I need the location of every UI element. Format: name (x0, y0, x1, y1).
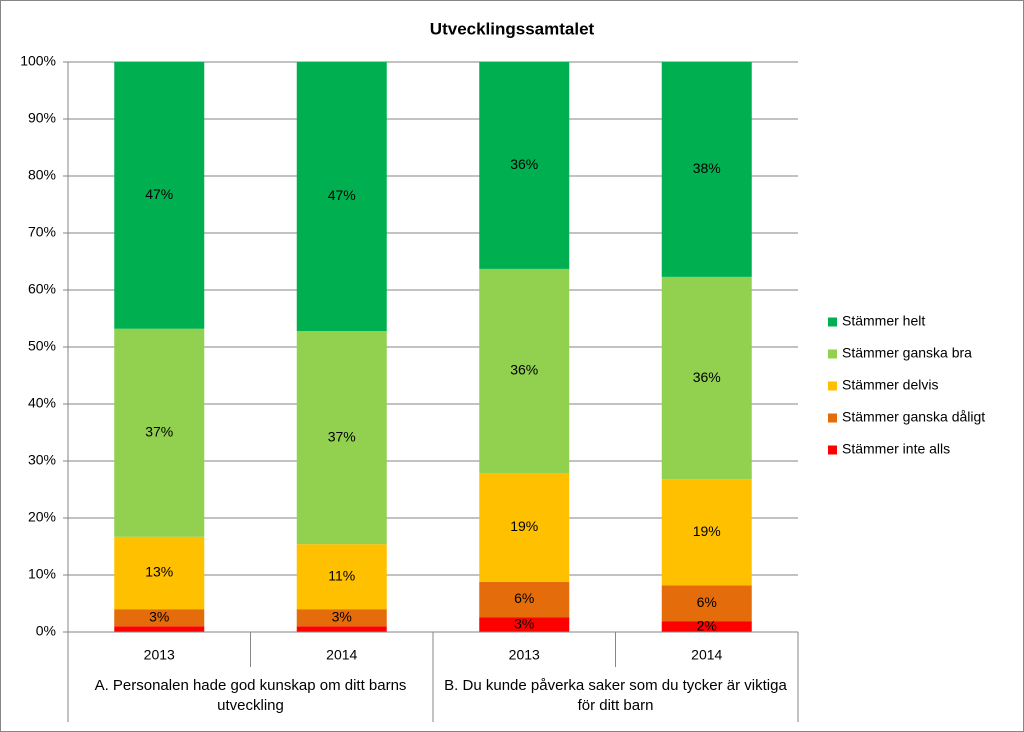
bar-segment (296, 62, 387, 332)
data-label: 6% (514, 590, 534, 606)
y-tick-label: 10% (28, 566, 56, 582)
y-tick-label: 100% (20, 53, 56, 69)
x-tick-label: 2014 (691, 647, 722, 663)
bar-segment (661, 585, 752, 622)
group-label-box: A. Personalen hade god kunskap om ditt b… (94, 677, 407, 714)
data-label: 37% (145, 423, 173, 439)
data-label: 3% (149, 608, 169, 624)
x-tick-label: 2013 (509, 647, 540, 663)
bar-segment (479, 268, 570, 473)
legend-label: Stämmer helt (842, 313, 925, 329)
bar-segment (661, 276, 752, 480)
data-label: 47% (145, 186, 173, 202)
data-label: 19% (693, 523, 721, 539)
group-label: A. Personalen hade god kunskap om ditt b… (94, 677, 407, 714)
y-tick-label: 60% (28, 281, 56, 297)
data-label: 37% (328, 428, 356, 444)
bar-segment (479, 62, 570, 269)
data-label: 38% (693, 160, 721, 176)
bar-segment (114, 626, 205, 632)
bar-segment (296, 609, 387, 627)
data-label: 2% (697, 617, 717, 633)
y-tick-label: 70% (28, 224, 56, 240)
bar-segment (296, 544, 387, 610)
legend-swatch (828, 413, 837, 423)
x-tick-label: 2013 (144, 647, 175, 663)
y-tick-label: 80% (28, 167, 56, 183)
data-label: 36% (693, 369, 721, 385)
y-tick-label: 90% (28, 110, 56, 126)
data-label: 3% (514, 615, 534, 631)
y-tick-label: 50% (28, 338, 56, 354)
legend-label: Stämmer inte alls (842, 441, 950, 457)
legend-label: Stämmer ganska dåligt (842, 409, 985, 425)
group-label: B. Du kunde påverka saker som du tycker … (444, 677, 787, 714)
legend-label: Stämmer ganska bra (842, 345, 972, 361)
bar-segment (114, 536, 205, 610)
legend-swatch (828, 381, 837, 391)
bar-segment (114, 328, 205, 537)
data-label: 36% (510, 362, 538, 378)
bar-segment (661, 621, 752, 632)
legend-swatch (828, 445, 837, 455)
data-label: 47% (328, 187, 356, 203)
bar-segment (114, 609, 205, 627)
group-label-box: B. Du kunde påverka saker som du tycker … (444, 677, 787, 714)
y-tick-label: 20% (28, 509, 56, 525)
legend-label: Stämmer delvis (842, 377, 938, 393)
bar-segment (114, 62, 205, 329)
y-tick-label: 0% (36, 623, 56, 639)
chart-title: Utvecklingssamtalet (430, 19, 595, 38)
legend-swatch (828, 349, 837, 359)
bar-segment (479, 581, 570, 618)
legend-swatch (828, 317, 837, 327)
data-label: 6% (697, 594, 717, 610)
data-label: 13% (145, 564, 173, 580)
bar-segment (479, 617, 570, 632)
y-tick-label: 30% (28, 452, 56, 468)
data-label: 11% (328, 567, 355, 583)
bar-segment (661, 479, 752, 586)
x-tick-label: 2014 (326, 647, 357, 663)
bar-segment (296, 331, 387, 545)
bar-segment (661, 62, 752, 277)
bar-segment (296, 626, 387, 632)
y-tick-label: 40% (28, 395, 56, 411)
bar-segment (479, 472, 570, 582)
data-label: 19% (510, 518, 538, 534)
data-label: 3% (332, 608, 352, 624)
data-label: 36% (510, 156, 538, 172)
